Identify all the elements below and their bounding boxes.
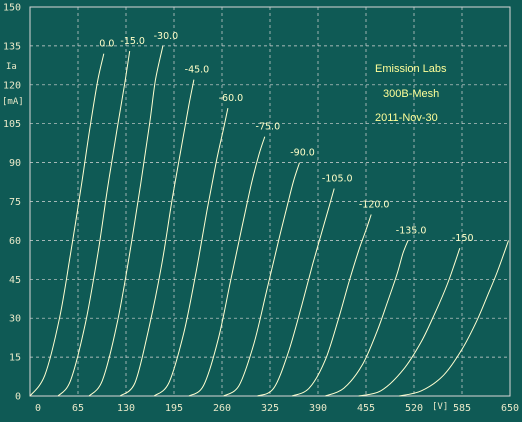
series-label: -105.0 xyxy=(322,174,353,185)
series-label: -75.0 xyxy=(256,122,281,133)
y-tick-label: 120 xyxy=(3,80,21,91)
y-axis-label-ia: Ia xyxy=(6,62,17,72)
series-label: -45.0 xyxy=(185,65,210,76)
series-curve xyxy=(88,45,164,397)
x-tick-label: 65 xyxy=(72,403,84,414)
series-curve xyxy=(325,240,409,397)
series-curve xyxy=(153,108,229,397)
series-label: -15.0 xyxy=(120,36,145,47)
series-label: -60.0 xyxy=(219,93,244,104)
annotation-date: 2011-Nov-30 xyxy=(375,112,438,124)
y-tick-label: 150 xyxy=(3,3,21,14)
grid xyxy=(30,7,510,396)
y-tick-label: 60 xyxy=(9,236,21,247)
x-tick-label: 325 xyxy=(261,403,279,414)
y-tick-label: 30 xyxy=(9,314,21,325)
series-curve xyxy=(223,162,300,397)
y-tick-label: 75 xyxy=(9,197,21,208)
x-tick-labels: 0 65 130 195 260 325 390 455 520 585 650 xyxy=(35,403,519,414)
y-tick-label: 45 xyxy=(9,275,21,286)
series-labels: 0.0 -15.0 -30.0 -45.0 -60.0 -75.0 -90.0 -105.0 -… xyxy=(99,31,473,244)
annotation-brand: Emission Labs xyxy=(375,63,447,75)
y-tick-label: 135 xyxy=(3,41,21,52)
series-curve xyxy=(291,214,372,397)
x-tick-label: 0 xyxy=(35,403,41,414)
series-curve xyxy=(57,51,131,397)
series-label: 0.0 xyxy=(99,39,114,50)
y-axis-label-unit: [mA] xyxy=(2,97,24,107)
series-curves xyxy=(29,45,509,397)
series-label: -90.0 xyxy=(290,148,315,159)
y-tick-label: 105 xyxy=(3,119,21,130)
series-curve xyxy=(29,53,105,397)
series-curve xyxy=(188,136,266,397)
annotation-model: 300B-Mesh xyxy=(383,88,439,100)
y-tick-label: 0 xyxy=(15,392,21,403)
x-axis-label: [V] xyxy=(432,402,448,412)
series-curve xyxy=(358,248,461,397)
x-tick-label: 455 xyxy=(357,403,375,414)
series-label: -30.0 xyxy=(154,31,179,42)
y-tick-label: 90 xyxy=(9,158,21,169)
x-tick-label: 195 xyxy=(165,403,183,414)
x-tick-label: 585 xyxy=(453,403,471,414)
x-tick-label: 390 xyxy=(309,403,327,414)
series-curve xyxy=(119,79,195,397)
series-label: -150 xyxy=(452,233,474,244)
y-tick-label: 15 xyxy=(9,353,21,364)
series-label: -120.0 xyxy=(359,199,390,210)
x-tick-label: 260 xyxy=(213,403,231,414)
series-curve xyxy=(399,240,509,397)
series-label: -135.0 xyxy=(396,225,427,236)
x-tick-label: 130 xyxy=(117,403,135,414)
x-tick-label: 520 xyxy=(405,403,423,414)
x-tick-label: 650 xyxy=(501,403,519,414)
series-curve xyxy=(257,188,335,397)
y-tick-labels: 0 15 30 45 60 75 90 105 120 135 150 xyxy=(3,3,21,403)
